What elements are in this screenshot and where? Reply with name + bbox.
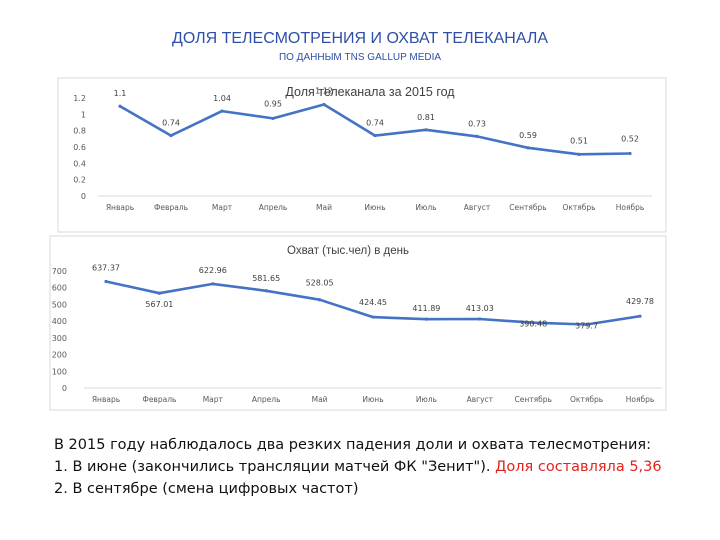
reach-data-point: [531, 321, 535, 325]
share-data-label: 0.59: [519, 131, 537, 140]
reach-x-tick-label: Август: [467, 395, 494, 404]
reach-data-label: 622.96: [199, 266, 227, 275]
reach-x-tick-label: Февраль: [142, 395, 176, 404]
reach-data-point: [371, 315, 375, 319]
share-data-label: 1.04: [213, 94, 231, 103]
reach-x-tick-label: Май: [312, 395, 328, 404]
share-data-point: [424, 128, 428, 132]
share-data-label: 0.73: [468, 119, 486, 128]
share-data-point: [118, 104, 122, 108]
share-data-label: 1.12: [315, 87, 333, 96]
reach-data-point: [104, 279, 108, 284]
share-data-label: 0.52: [621, 135, 639, 144]
reach-data-label: 637.37: [92, 263, 120, 272]
share-data-point: [169, 133, 173, 138]
share-data-point: [526, 146, 530, 150]
share-y-tick-label: 0.8: [73, 127, 86, 136]
share-data-label: 0.51: [570, 136, 588, 145]
reach-data-label: 390.48: [519, 320, 547, 329]
share-x-tick-label: Январь: [106, 203, 134, 212]
share-data-label: 0.81: [417, 113, 435, 122]
share-data-label: 0.74: [366, 119, 384, 128]
reach-x-tick-label: Март: [203, 395, 224, 404]
share-x-tick-label: Октябрь: [562, 203, 595, 212]
reach-x-tick-label: Январь: [92, 395, 120, 404]
reach-y-tick-label: 100: [52, 367, 67, 376]
share-y-tick-label: 0.6: [73, 143, 86, 152]
share-data-point: [475, 134, 479, 138]
share-x-tick-label: Май: [316, 203, 332, 212]
reach-data-point: [478, 317, 482, 321]
reach-chart-frame: [49, 235, 667, 411]
page-subtitle: ПО ДАННЫМ TNS GALLUP MEDIA: [278, 52, 442, 63]
reach-data-label: 429.78: [626, 297, 654, 306]
reach-data-label: 413.03: [466, 304, 494, 313]
share-x-tick-label: Июнь: [364, 203, 385, 212]
share-data-point: [322, 102, 326, 107]
page-title: ДОЛЯ ТЕЛЕСМОТРЕНИЯ И ОХВАТ ТЕЛЕКАНАЛА: [171, 30, 549, 47]
summary-caption: В 2015 году наблюдалось два резких паден…: [54, 434, 694, 500]
reach-data-label: 528.05: [306, 279, 334, 288]
share-y-tick-label: 1: [81, 110, 86, 119]
reach-data-label: 567.01: [145, 300, 173, 309]
reach-x-tick-label: Июль: [416, 395, 437, 404]
reach-data-point: [638, 314, 642, 318]
share-data-label: 1.1: [114, 89, 127, 98]
reach-data-point: [585, 322, 589, 327]
share-chart: Доля телеканала за 2015 год 0 0.2 0.4 0.6 0.8…: [57, 77, 667, 233]
share-data-label: 0.95: [264, 99, 282, 108]
reach-data-label: 424.45: [359, 298, 387, 307]
share-data-label: 0.74: [162, 119, 180, 128]
share-x-tick-label: Апрель: [259, 203, 288, 212]
reach-y-tick-label: 0: [62, 384, 67, 393]
share-x-tick-label: Ноябрь: [616, 203, 645, 212]
reach-x-tick-label: Ноябрь: [626, 395, 655, 404]
share-data-point: [373, 133, 377, 138]
charts-canvas: Доля телеканала за 2015 год 0 0.2 0.4 0.6 0.8…: [49, 77, 667, 411]
reach-data-label: 379.7: [575, 322, 598, 331]
reach-x-tick-label: Октябрь: [570, 395, 603, 404]
reach-y-tick-label: 700: [52, 267, 67, 276]
share-data-point: [220, 109, 224, 113]
reach-y-tick-label: 300: [52, 334, 67, 343]
caption-line-2: 1. В июне (закончились трансляции матчей…: [54, 456, 694, 478]
share-chart-title: Доля телеканала за 2015 год: [285, 85, 455, 99]
reach-data-point: [211, 282, 215, 286]
reach-data-point: [264, 289, 268, 293]
reach-data-label: 581.65: [252, 274, 280, 283]
reach-y-tick-label: 500: [52, 300, 67, 309]
reach-x-tick-label: Апрель: [252, 395, 281, 404]
share-data-point: [271, 116, 275, 121]
reach-x-tick-label: Июнь: [362, 395, 383, 404]
reach-data-label: 411.89: [412, 304, 440, 313]
reach-y-tick-label: 400: [52, 317, 67, 326]
reach-chart-title: Охват (тыс.чел) в день: [287, 245, 409, 257]
reach-y-tick-label: 600: [52, 284, 67, 293]
share-x-tick-label: Июль: [415, 203, 436, 212]
caption-line-1: В 2015 году наблюдалось два резких паден…: [54, 437, 652, 453]
reach-chart: Охват (тыс.чел) в день 0 100 200 300 400 500 60…: [49, 235, 667, 411]
reach-x-tick-label: Сентябрь: [514, 395, 551, 404]
share-x-tick-label: Сентябрь: [509, 203, 546, 212]
reach-data-point: [157, 291, 161, 295]
share-data-point: [628, 151, 632, 156]
share-y-tick-label: 1.2: [73, 94, 86, 103]
share-y-tick-label: 0.4: [73, 159, 86, 168]
share-x-tick-label: Февраль: [154, 203, 188, 212]
share-series-line: [119, 103, 631, 156]
share-x-tick-label: Март: [212, 203, 233, 212]
share-x-tick-label: Август: [464, 203, 491, 212]
share-y-tick-label: 0.2: [73, 176, 86, 185]
caption-line-3: 2. В сентябре (смена цифровых частот): [54, 481, 359, 497]
caption-line-2-highlight: Доля составляла 5,36: [495, 459, 662, 475]
share-chart-frame: [57, 77, 667, 233]
caption-line-2-text: 1. В июне (закончились трансляции матчей…: [54, 459, 496, 475]
share-data-point: [577, 152, 581, 156]
reach-data-point: [318, 298, 322, 302]
reach-data-point: [424, 317, 428, 321]
share-y-tick-label: 0: [81, 192, 86, 201]
reach-y-tick-label: 200: [52, 351, 67, 360]
